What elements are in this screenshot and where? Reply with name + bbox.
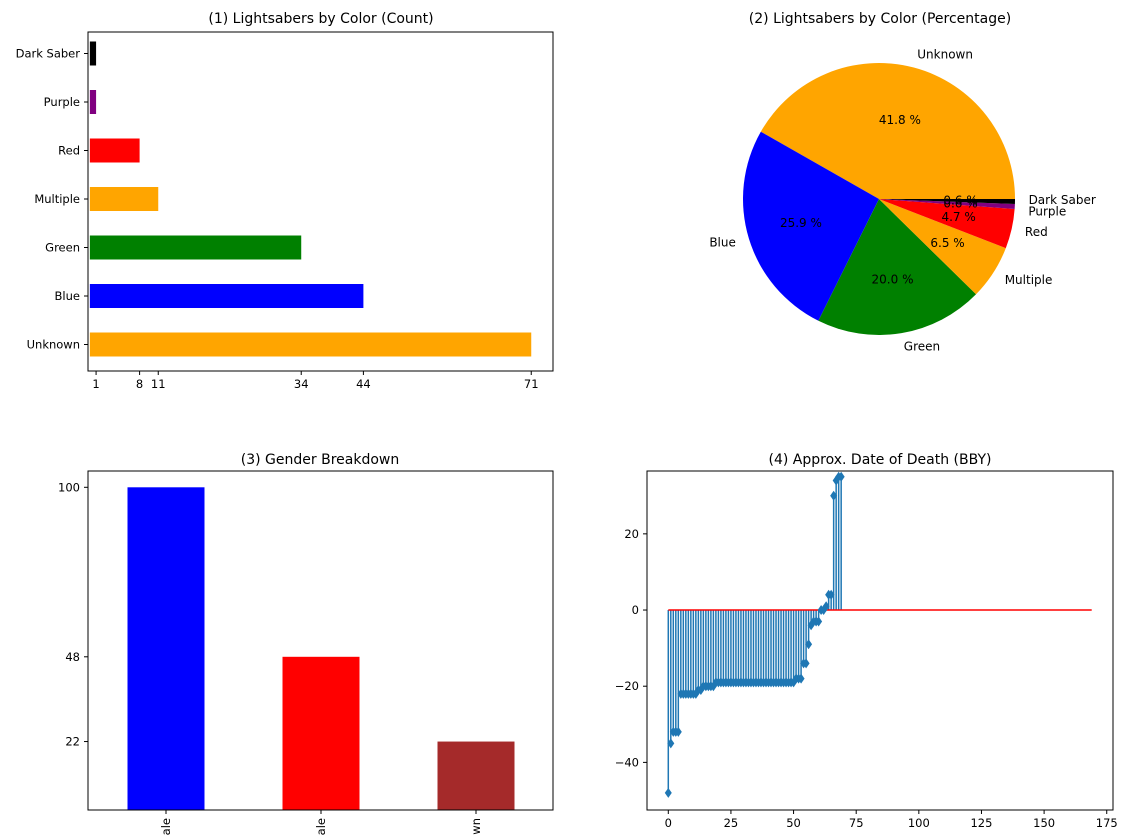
bar bbox=[89, 332, 532, 357]
stem-marker bbox=[674, 726, 682, 737]
x-tick-label: 34 bbox=[294, 377, 309, 391]
bar bbox=[127, 487, 205, 810]
x-tick-label: 125 bbox=[970, 816, 992, 830]
bar bbox=[282, 656, 360, 810]
y-tick-label: 20 bbox=[624, 527, 639, 541]
x-tick-label: 50 bbox=[786, 816, 801, 830]
x-tick-label: 1 bbox=[92, 377, 99, 391]
pie-pct-label: 6.5 % bbox=[930, 236, 964, 250]
pie-slice bbox=[879, 199, 1015, 249]
bar bbox=[89, 138, 140, 163]
chart-gender-breakdown: (3) Gender Breakdown 22 48 100 ale ale wn bbox=[58, 452, 554, 835]
pie-label: Blue bbox=[709, 236, 736, 250]
pie-pct-label: 20.0 % bbox=[872, 272, 914, 286]
x-tick-label: 75 bbox=[849, 816, 864, 830]
stem-marker bbox=[797, 673, 805, 684]
y-tick-label: 22 bbox=[65, 735, 80, 749]
stem-marker bbox=[815, 616, 823, 627]
bar bbox=[89, 187, 159, 211]
pie-slice bbox=[760, 62, 1015, 199]
stem-marker bbox=[805, 639, 813, 650]
x-tick-label: 25 bbox=[724, 816, 739, 830]
y-tick-label: 100 bbox=[58, 480, 80, 494]
x-tick-label: 0 bbox=[665, 816, 672, 830]
pie-slice bbox=[879, 199, 1006, 295]
y-tick-label: −40 bbox=[615, 755, 639, 769]
pie-slice bbox=[743, 131, 879, 321]
pie-pct-label: 41.8 % bbox=[879, 113, 921, 127]
x-tick-label: 175 bbox=[1096, 816, 1118, 830]
y-tick-label: Green bbox=[45, 241, 80, 255]
chart1-title: (1) Lightsabers by Color (Count) bbox=[208, 11, 433, 27]
bar bbox=[89, 235, 302, 260]
x-tick-label: wn bbox=[469, 818, 483, 835]
bar bbox=[437, 741, 515, 810]
x-tick-label: ale bbox=[314, 818, 328, 835]
pie-label: Dark Saber bbox=[1029, 193, 1096, 207]
chart2-title: (2) Lightsabers by Color (Percentage) bbox=[749, 11, 1011, 27]
x-tick-label: 100 bbox=[908, 816, 930, 830]
pie-label: Multiple bbox=[1005, 273, 1053, 287]
x-tick-label: 11 bbox=[151, 377, 166, 391]
pie-pct-label: 25.9 % bbox=[780, 216, 822, 230]
y-tick-label: Purple bbox=[44, 95, 80, 109]
stem-marker bbox=[667, 738, 675, 749]
y-tick-label: Multiple bbox=[34, 192, 80, 206]
chart3-title: (3) Gender Breakdown bbox=[241, 452, 399, 468]
y-tick-label: Blue bbox=[55, 289, 80, 303]
pie-label: Unknown bbox=[917, 47, 973, 61]
x-tick-label: ale bbox=[159, 818, 173, 835]
chart1-axes-frame bbox=[87, 31, 554, 372]
stem-marker bbox=[827, 589, 835, 600]
pie-label: Green bbox=[904, 340, 940, 354]
pie-label: Purple bbox=[1028, 204, 1066, 218]
bar bbox=[89, 90, 97, 114]
y-tick-label: 48 bbox=[65, 650, 80, 664]
stem-marker bbox=[664, 787, 672, 798]
y-tick-label: Red bbox=[58, 144, 80, 158]
chart4-axes-frame bbox=[646, 470, 1114, 811]
stem-marker bbox=[822, 601, 830, 612]
pie-pct-label: 0.6 % bbox=[943, 194, 977, 208]
bar bbox=[89, 284, 364, 308]
stem-marker bbox=[837, 471, 845, 482]
pie-pct-label: 4.7 % bbox=[941, 210, 975, 224]
y-tick-label: Unknown bbox=[27, 338, 80, 352]
chart3-axes-frame bbox=[87, 470, 554, 811]
pie-pct-label: 0.6 % bbox=[943, 197, 977, 211]
y-tick-label: −20 bbox=[615, 679, 639, 693]
bar bbox=[89, 41, 97, 66]
chart-lightsaber-percentage: (2) Lightsabers by Color (Percentage) Un… bbox=[709, 11, 1096, 354]
x-tick-label: 71 bbox=[524, 377, 539, 391]
stem-marker bbox=[830, 490, 838, 501]
chart4-title: (4) Approx. Date of Death (BBY) bbox=[769, 452, 992, 468]
pie-slice bbox=[879, 199, 1015, 210]
y-tick-label: Dark Saber bbox=[16, 47, 81, 61]
chart-date-of-death: (4) Approx. Date of Death (BBY) 0 25 50 75 1… bbox=[615, 452, 1118, 830]
pie-slice bbox=[818, 199, 977, 335]
x-tick-label: 8 bbox=[136, 377, 143, 391]
y-tick-label: 0 bbox=[632, 603, 639, 617]
stem-marker bbox=[802, 658, 810, 669]
pie-slice bbox=[879, 199, 1015, 205]
x-tick-label: 44 bbox=[356, 377, 371, 391]
pie-label: Red bbox=[1025, 225, 1048, 239]
x-tick-label: 150 bbox=[1033, 816, 1055, 830]
chart-lightsaber-count: (1) Lightsabers by Color (Count) Unknown… bbox=[16, 11, 554, 391]
